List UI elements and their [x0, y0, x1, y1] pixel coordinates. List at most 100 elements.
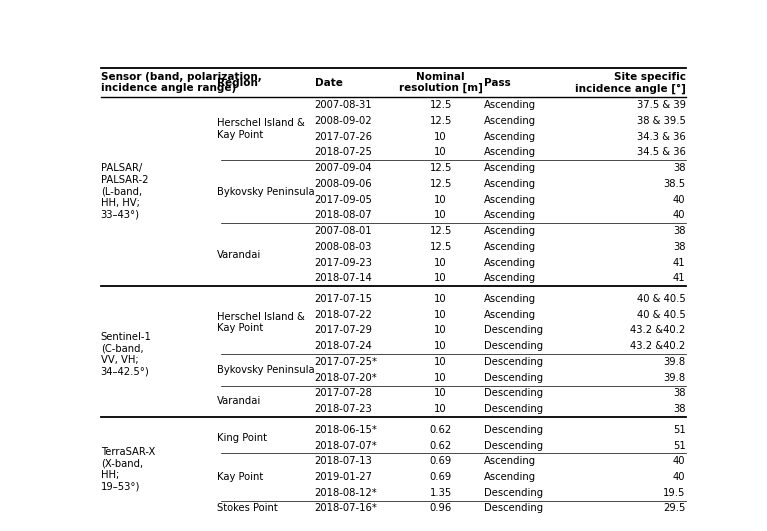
Text: 43.2 &40.2: 43.2 &40.2: [630, 341, 686, 351]
Text: 2018-07-20*: 2018-07-20*: [314, 373, 377, 383]
Text: Sentinel-1
(C-band,
VV, VH;
34–42.5°): Sentinel-1 (C-band, VV, VH; 34–42.5°): [100, 332, 152, 376]
Text: 38: 38: [673, 163, 686, 173]
Text: 12.5: 12.5: [430, 100, 452, 110]
Text: 40: 40: [673, 210, 686, 220]
Text: Ascending: Ascending: [484, 242, 536, 252]
Text: Descending: Descending: [484, 326, 543, 336]
Text: Bykovsky Peninsula: Bykovsky Peninsula: [216, 365, 314, 375]
Text: 29.5: 29.5: [663, 503, 686, 513]
Text: 10: 10: [434, 132, 447, 142]
Text: Herschel Island &
Kay Point: Herschel Island & Kay Point: [216, 312, 304, 333]
Text: 10: 10: [434, 147, 447, 157]
Text: Ascending: Ascending: [484, 273, 536, 283]
Text: 2018-07-24: 2018-07-24: [314, 341, 372, 351]
Text: Ascending: Ascending: [484, 179, 536, 189]
Text: 2018-08-12*: 2018-08-12*: [314, 488, 377, 498]
Text: 39.8: 39.8: [663, 357, 686, 367]
Text: Nominal
resolution [m]: Nominal resolution [m]: [399, 72, 482, 93]
Text: 10: 10: [434, 258, 447, 268]
Text: 40: 40: [673, 194, 686, 204]
Text: Ascending: Ascending: [484, 456, 536, 466]
Text: 51: 51: [673, 441, 686, 450]
Text: 0.96: 0.96: [430, 503, 452, 513]
Text: 40: 40: [673, 472, 686, 482]
Text: Stokes Point: Stokes Point: [216, 503, 278, 513]
Text: 2017-09-23: 2017-09-23: [314, 258, 373, 268]
Text: Varandai: Varandai: [216, 396, 261, 406]
Text: 40 & 40.5: 40 & 40.5: [637, 294, 686, 304]
Text: Herschel Island &
Kay Point: Herschel Island & Kay Point: [216, 118, 304, 140]
Text: 38: 38: [673, 388, 686, 398]
Text: Ascending: Ascending: [484, 116, 536, 126]
Text: Ascending: Ascending: [484, 258, 536, 268]
Text: 2007-08-01: 2007-08-01: [314, 226, 372, 236]
Text: Ascending: Ascending: [484, 163, 536, 173]
Text: Bykovsky Peninsula: Bykovsky Peninsula: [216, 187, 314, 196]
Text: 0.69: 0.69: [430, 472, 452, 482]
Text: 19.5: 19.5: [663, 488, 686, 498]
Text: Sensor (band, polarization,
incidence angle range): Sensor (band, polarization, incidence an…: [100, 72, 262, 93]
Text: 2019-01-27: 2019-01-27: [314, 472, 373, 482]
Text: 37.5 & 39: 37.5 & 39: [637, 100, 686, 110]
Text: 41: 41: [673, 273, 686, 283]
Text: Site specific
incidence angle [°]: Site specific incidence angle [°]: [574, 72, 686, 93]
Text: 40: 40: [673, 456, 686, 466]
Text: Descending: Descending: [484, 341, 543, 351]
Text: 2018-07-22: 2018-07-22: [314, 310, 373, 320]
Text: 2008-09-06: 2008-09-06: [314, 179, 372, 189]
Text: Ascending: Ascending: [484, 472, 536, 482]
Text: Descending: Descending: [484, 503, 543, 513]
Text: 12.5: 12.5: [430, 226, 452, 236]
Text: 34.3 & 36: 34.3 & 36: [637, 132, 686, 142]
Text: 10: 10: [434, 326, 447, 336]
Text: Ascending: Ascending: [484, 210, 536, 220]
Text: 41: 41: [673, 258, 686, 268]
Text: 10: 10: [434, 388, 447, 398]
Text: 40 & 40.5: 40 & 40.5: [637, 310, 686, 320]
Text: 10: 10: [434, 404, 447, 414]
Text: 12.5: 12.5: [430, 179, 452, 189]
Text: Date: Date: [314, 78, 343, 88]
Text: Region: Region: [216, 78, 258, 88]
Text: 1.35: 1.35: [430, 488, 452, 498]
Text: Descending: Descending: [484, 373, 543, 383]
Text: Varandai: Varandai: [216, 250, 261, 260]
Text: TerraSAR-X
(X-band,
HH;
19–53°): TerraSAR-X (X-band, HH; 19–53°): [100, 447, 155, 492]
Text: 0.69: 0.69: [430, 456, 452, 466]
Text: 2018-07-14: 2018-07-14: [314, 273, 372, 283]
Text: Descending: Descending: [484, 404, 543, 414]
Text: 10: 10: [434, 194, 447, 204]
Text: Ascending: Ascending: [484, 100, 536, 110]
Text: 43.2 &40.2: 43.2 &40.2: [630, 326, 686, 336]
Text: 12.5: 12.5: [430, 242, 452, 252]
Text: Descending: Descending: [484, 388, 543, 398]
Text: Descending: Descending: [484, 357, 543, 367]
Text: 2017-07-28: 2017-07-28: [314, 388, 373, 398]
Text: Ascending: Ascending: [484, 147, 536, 157]
Text: 2017-09-05: 2017-09-05: [314, 194, 373, 204]
Text: 12.5: 12.5: [430, 116, 452, 126]
Text: 2018-07-23: 2018-07-23: [314, 404, 372, 414]
Text: 2008-08-03: 2008-08-03: [314, 242, 372, 252]
Text: 2018-07-13: 2018-07-13: [314, 456, 372, 466]
Text: 38: 38: [673, 242, 686, 252]
Text: 10: 10: [434, 357, 447, 367]
Text: 34.5 & 36: 34.5 & 36: [637, 147, 686, 157]
Text: 38: 38: [673, 226, 686, 236]
Text: 2017-07-25*: 2017-07-25*: [314, 357, 377, 367]
Text: 10: 10: [434, 341, 447, 351]
Text: 38 & 39.5: 38 & 39.5: [637, 116, 686, 126]
Text: 12.5: 12.5: [430, 163, 452, 173]
Text: 0.62: 0.62: [430, 441, 452, 450]
Text: 10: 10: [434, 294, 447, 304]
Text: 2018-06-15*: 2018-06-15*: [314, 425, 377, 435]
Text: 38.5: 38.5: [663, 179, 686, 189]
Text: 39.8: 39.8: [663, 373, 686, 383]
Text: Ascending: Ascending: [484, 194, 536, 204]
Text: Descending: Descending: [484, 488, 543, 498]
Text: 2018-07-16*: 2018-07-16*: [314, 503, 377, 513]
Text: Ascending: Ascending: [484, 132, 536, 142]
Text: Ascending: Ascending: [484, 294, 536, 304]
Text: 10: 10: [434, 310, 447, 320]
Text: 2017-07-15: 2017-07-15: [314, 294, 373, 304]
